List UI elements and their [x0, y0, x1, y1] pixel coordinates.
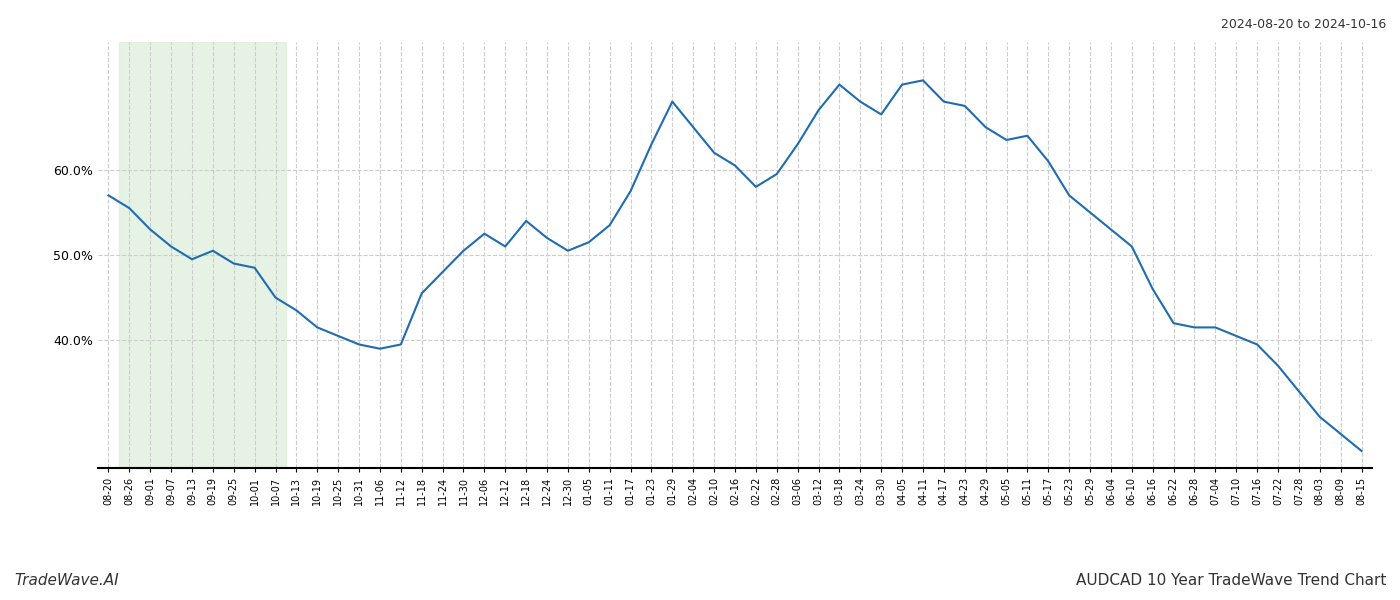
- Text: TradeWave.AI: TradeWave.AI: [14, 573, 119, 588]
- Text: 2024-08-20 to 2024-10-16: 2024-08-20 to 2024-10-16: [1221, 18, 1386, 31]
- Bar: [119, 42, 286, 468]
- Text: AUDCAD 10 Year TradeWave Trend Chart: AUDCAD 10 Year TradeWave Trend Chart: [1075, 573, 1386, 588]
